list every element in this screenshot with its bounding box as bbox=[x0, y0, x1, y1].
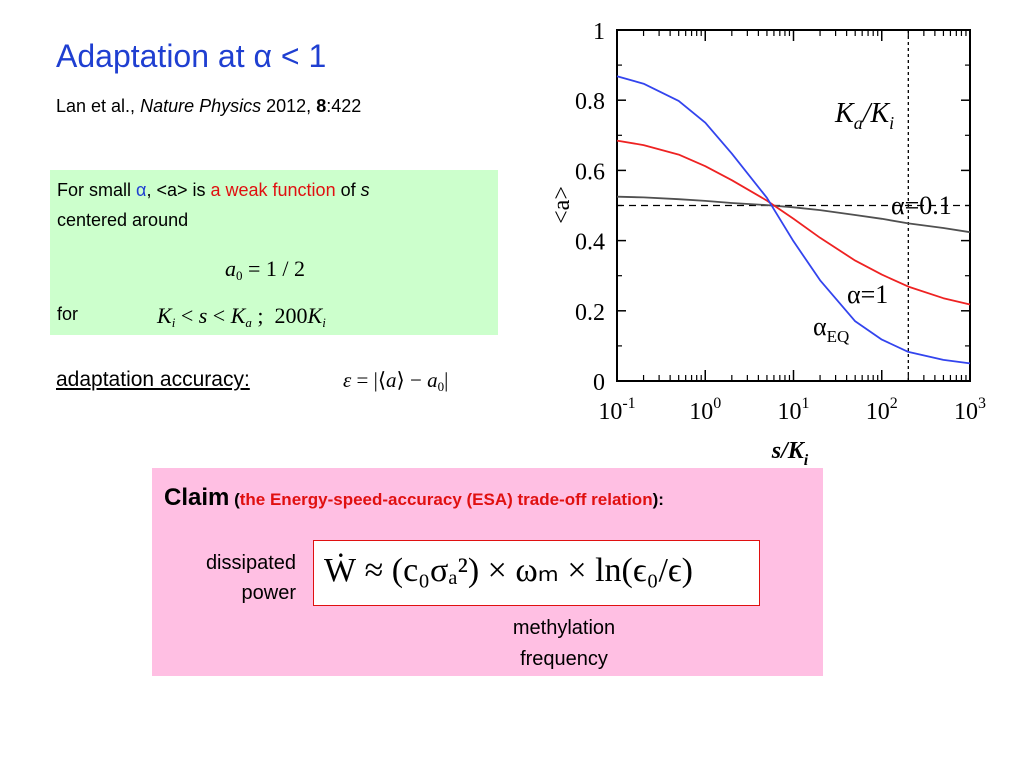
claim-close: ): bbox=[652, 490, 664, 509]
x-axis-label: s/Ki bbox=[771, 438, 809, 469]
alpha-eq-main: α bbox=[813, 312, 827, 341]
vline-sub-a: a bbox=[854, 113, 863, 133]
methylation-frequency-label: methylation frequency bbox=[489, 613, 639, 675]
accuracy-equation: ε = |⟨a⟩ − a0| bbox=[343, 368, 448, 395]
citation-year: 2012, bbox=[266, 96, 312, 116]
series-line-2 bbox=[616, 75, 971, 365]
citation-authors: Lan et al., bbox=[56, 96, 136, 116]
eq-minus: ⟩ − bbox=[396, 368, 428, 392]
x-tick-label: 100 bbox=[689, 395, 721, 425]
vline-label: Ka/Ki bbox=[834, 98, 894, 133]
a-mean-var: a bbox=[386, 368, 397, 392]
x-tick-label: 102 bbox=[866, 395, 898, 425]
Ki2-sub: i bbox=[322, 315, 326, 330]
y-tick-label: 1 bbox=[593, 19, 605, 45]
alpha-eq-label: αEQ bbox=[813, 312, 849, 346]
x-tick-label: 101 bbox=[778, 395, 810, 425]
plot-layer: 0 0.2 0.4 0.6 0.8 1 10-1 100 101 102 103 bbox=[575, 19, 986, 425]
s-variable: s bbox=[360, 180, 370, 200]
esa-formula: Ẇ ≈ (c₀σₐ²) × ωₘ × ln(ϵ₀/ϵ) bbox=[324, 552, 693, 589]
slide-title: Adaptation at α < 1 bbox=[56, 38, 327, 74]
citation-volume: 8 bbox=[316, 96, 327, 116]
alpha-eq-sub: EQ bbox=[827, 327, 850, 346]
epsilon: ε bbox=[343, 368, 352, 392]
accuracy-label: adaptation accuracy: bbox=[56, 368, 250, 391]
text-mid: , <a> is bbox=[146, 180, 206, 200]
vline-K-a: K bbox=[834, 98, 855, 129]
methylation-line-1: methylation bbox=[512, 617, 616, 639]
a-sub-0: 0 bbox=[236, 268, 243, 283]
weak-function-highlight: a weak function bbox=[210, 180, 336, 200]
lt-2: < bbox=[207, 303, 231, 328]
weak-function-box: For small α, <a> is a weak function of s… bbox=[50, 170, 498, 335]
y-tick-label: 0.4 bbox=[575, 230, 605, 256]
x-label-K: K bbox=[787, 438, 806, 464]
x-label-s: s/ bbox=[771, 438, 790, 464]
x-tick-label: 103 bbox=[954, 395, 986, 425]
y-axis-label: <a> bbox=[549, 186, 575, 224]
Ka-var: K bbox=[230, 303, 246, 328]
Ka-sub: a bbox=[245, 315, 252, 330]
centered-around-text: centered around bbox=[57, 210, 189, 230]
s-var: s bbox=[198, 303, 208, 328]
a0-equation: a0 = 1 / 2 bbox=[225, 256, 305, 284]
a0-var: a bbox=[427, 368, 438, 392]
lt-1: < bbox=[175, 303, 199, 328]
x-tick-label: 10-1 bbox=[598, 395, 635, 425]
methylation-line-2: frequency bbox=[520, 648, 608, 670]
alpha-01-label: α=0.1 bbox=[891, 191, 952, 220]
eq-end: | bbox=[444, 368, 449, 392]
claim-box: Claim (the Energy-speed-accuracy (ESA) t… bbox=[152, 468, 823, 676]
Ki-sub: i bbox=[171, 315, 176, 330]
weak-function-text: For small α, <a> is a weak function of s bbox=[57, 180, 370, 201]
esa-formula-box: Ẇ ≈ (c₀σₐ²) × ωₘ × ln(ϵ₀/ϵ) bbox=[313, 540, 760, 606]
a0-sub: 0 bbox=[437, 379, 445, 394]
dissipated-power-label: dissipated power bbox=[206, 548, 296, 608]
range-sep: ; 200 bbox=[251, 303, 308, 328]
alpha-symbol: α bbox=[136, 180, 147, 200]
citation: Lan et al., Nature Physics 2012, 8:422 bbox=[56, 96, 361, 117]
eq-mid: = |⟨ bbox=[351, 368, 387, 392]
alpha-1-label: α=1 bbox=[847, 280, 888, 309]
Ki-var: K bbox=[157, 303, 172, 328]
series-line-0 bbox=[616, 195, 971, 234]
y-tick-label: 0.2 bbox=[575, 300, 605, 326]
claim-word: Claim bbox=[164, 484, 230, 511]
dissipated-line-1: dissipated bbox=[205, 552, 296, 574]
for-label: for bbox=[57, 304, 79, 324]
text-prefix: For small bbox=[57, 180, 132, 200]
vline-slash: / bbox=[861, 98, 873, 129]
a-var: a bbox=[225, 256, 236, 281]
x-label-i: i bbox=[804, 452, 809, 469]
a0-rhs: = 1 / 2 bbox=[248, 256, 306, 281]
y-tick-label: 0.6 bbox=[575, 159, 605, 185]
citation-pages: :422 bbox=[326, 96, 362, 116]
claim-open: ( bbox=[229, 490, 240, 509]
range-equation: Ki < s < Ka ; 200Ki bbox=[157, 303, 326, 331]
text-of: of bbox=[340, 180, 356, 200]
vline-sub-i: i bbox=[889, 113, 894, 133]
y-tick-label: 0.8 bbox=[575, 89, 605, 115]
Ki2-var: K bbox=[307, 303, 323, 328]
claim-heading: Claim (the Energy-speed-accuracy (ESA) t… bbox=[164, 484, 664, 512]
claim-subtitle: the Energy-speed-accuracy (ESA) trade-of… bbox=[239, 490, 653, 509]
citation-journal: Nature Physics bbox=[140, 96, 262, 116]
series-line-1 bbox=[616, 139, 971, 306]
dissipated-line-2: power bbox=[241, 582, 296, 604]
y-tick-label: 0 bbox=[593, 370, 605, 396]
vline-K-i: K bbox=[869, 98, 890, 129]
